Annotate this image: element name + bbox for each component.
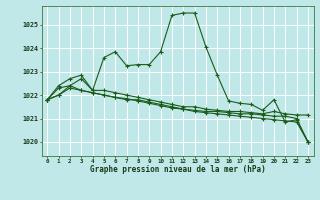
X-axis label: Graphe pression niveau de la mer (hPa): Graphe pression niveau de la mer (hPa): [90, 165, 266, 174]
